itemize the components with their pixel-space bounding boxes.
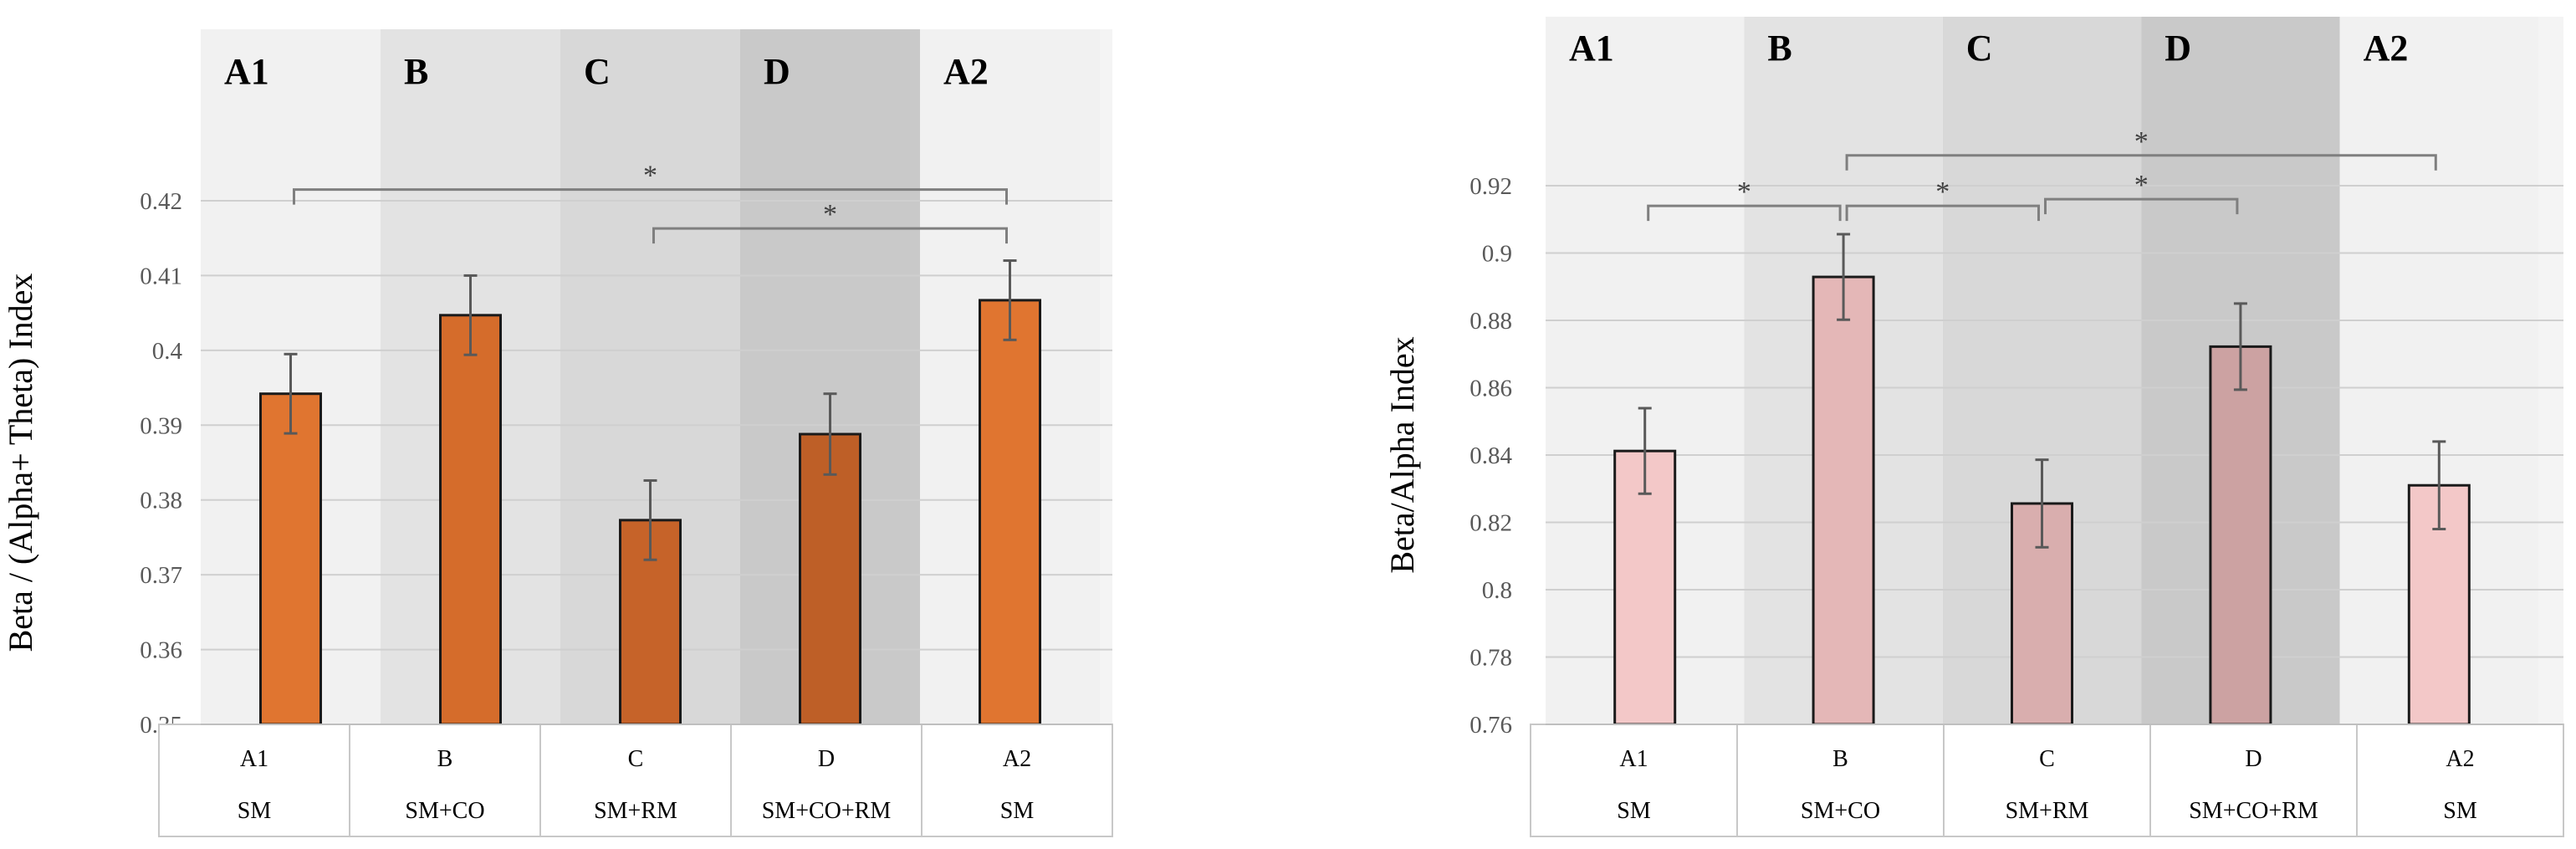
y-tick-label: 0.8 (1482, 577, 1512, 604)
y-tick-label: 0.82 (1469, 510, 1512, 537)
x-category-label: A2 (2446, 746, 2474, 772)
phase-label: A2 (943, 51, 989, 92)
x-category-label: B (437, 746, 453, 772)
y-tick-label: 0.38 (140, 488, 182, 514)
significance-star: * (643, 161, 657, 192)
significance-bracket (293, 188, 1008, 205)
bar (439, 314, 502, 726)
category-table (1530, 724, 2564, 837)
significance-star: * (2134, 126, 2149, 157)
x-category-label: D (2245, 746, 2262, 772)
y-tick-label: 0.76 (1469, 712, 1512, 739)
phase-label: C (584, 51, 611, 92)
bar (1613, 449, 1677, 726)
x-condition-label: SM (1617, 798, 1651, 824)
x-condition-label: SM+CO+RM (762, 798, 892, 824)
significance-bracket (1845, 154, 2437, 171)
y-tick-label: 0.37 (140, 562, 182, 589)
phase-label: D (2165, 28, 2191, 69)
significance-star: * (1935, 176, 1950, 207)
x-category-label: C (628, 746, 644, 772)
x-condition-label: SM+CO (1801, 798, 1880, 824)
x-category-label: D (818, 746, 835, 772)
phase-label: A1 (1569, 28, 1614, 69)
significance-star: * (823, 199, 837, 230)
chart-beta-alpha: 0.76 0.78 0.8 0.82 0.84 0.86 0.88 0.9 0.92 Beta/A… (1383, 17, 2564, 837)
y-tick-label: 0.78 (1469, 645, 1512, 672)
y-tick-label: 0.86 (1469, 376, 1512, 402)
bar (2209, 345, 2272, 726)
bar (1812, 275, 1875, 726)
y-axis-label: Beta/Alpha Index (1383, 336, 1421, 573)
bar (979, 299, 1041, 726)
significance-bracket (1647, 204, 1842, 222)
y-tick-label: 0.92 (1469, 173, 1512, 200)
significance-star: * (2134, 170, 2149, 201)
bar (259, 392, 322, 726)
x-condition-label: SM (2443, 798, 2477, 824)
significance-bracket (652, 227, 1008, 244)
x-condition-label: SM+RM (2006, 798, 2089, 824)
x-condition-label: SM (238, 798, 272, 824)
y-axis-label: Beta / (Alpha+ Theta) Index (2, 274, 39, 652)
x-condition-label: SM (1000, 798, 1035, 824)
plot-background-extension (1100, 29, 1112, 724)
x-condition-label: SM+CO+RM (2189, 798, 2318, 824)
x-category-label: A2 (1003, 746, 1031, 772)
x-category-label: B (1832, 746, 1848, 772)
x-category-label: C (2039, 746, 2055, 772)
category-table (158, 724, 1113, 837)
y-tick-label: 0.36 (140, 637, 182, 664)
y-tick-label: 0.41 (140, 263, 182, 289)
phase-label: C (1966, 28, 1993, 69)
phase-label: D (764, 51, 790, 92)
y-tick-label: 0.9 (1482, 241, 1512, 268)
phase-label: A1 (224, 51, 269, 92)
phase-label: A2 (2364, 28, 2409, 69)
significance-bracket (2044, 197, 2239, 215)
phase-label: B (404, 51, 428, 92)
plot-background-extension (2538, 17, 2563, 724)
x-condition-label: SM+RM (594, 798, 677, 824)
x-category-label: A1 (240, 746, 268, 772)
x-category-label: A1 (1619, 746, 1648, 772)
y-tick-label: 0.88 (1469, 308, 1512, 335)
phase-label: B (1767, 28, 1791, 69)
significance-bracket (1845, 204, 2040, 222)
significance-star: * (1737, 176, 1751, 207)
y-tick-label: 0.42 (140, 188, 182, 215)
y-tick-label: 0.39 (140, 412, 182, 439)
y-tick-label: 0.84 (1469, 442, 1512, 469)
x-condition-label: SM+CO (405, 798, 484, 824)
y-tick-label: 0.4 (152, 338, 183, 365)
bar (799, 432, 861, 726)
